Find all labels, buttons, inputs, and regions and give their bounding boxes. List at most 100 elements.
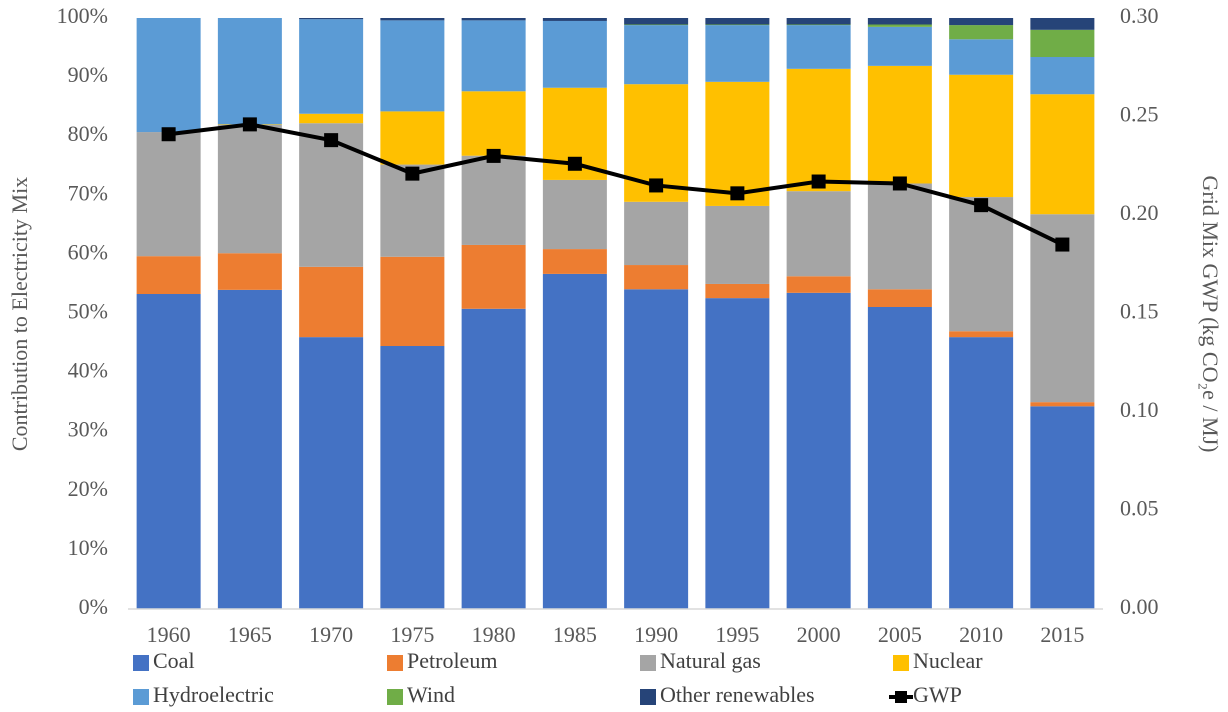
- bar-segment: [1030, 29, 1095, 58]
- bar-segment: [299, 18, 364, 20]
- bar-segment: [461, 155, 526, 245]
- gwp-marker: [974, 198, 989, 213]
- x-tick-label: 2000: [797, 622, 841, 647]
- bar-segment: [705, 18, 770, 25]
- legend-label: Natural gas: [660, 648, 761, 673]
- bar-segment: [624, 18, 689, 25]
- bar-segment: [299, 266, 364, 338]
- bar-segment: [380, 256, 445, 347]
- legend-label: Coal: [153, 648, 195, 673]
- bar-segment: [705, 25, 770, 82]
- bar-segment: [136, 18, 201, 133]
- bar-segment: [380, 346, 445, 609]
- bar-segment: [461, 91, 526, 156]
- bar-segment: [299, 337, 364, 609]
- gwp-marker: [486, 148, 501, 163]
- gwp-marker: [324, 133, 339, 148]
- y2-tick-label: 0.30: [1120, 3, 1159, 28]
- bar-segment: [217, 18, 282, 125]
- y2-tick-label: 0.05: [1120, 496, 1159, 521]
- y-tick-label: 100%: [57, 3, 108, 28]
- legend-swatch: [387, 655, 403, 671]
- bar-segment: [624, 289, 689, 609]
- bar-segment: [380, 111, 445, 165]
- bar-segment: [705, 298, 770, 609]
- legend-swatch: [640, 689, 656, 705]
- y2-tick-label: 0.00: [1120, 594, 1159, 619]
- legend-swatch: [133, 689, 149, 705]
- legend-label: Wind: [407, 682, 455, 707]
- y-tick-label: 40%: [68, 358, 108, 383]
- legend-swatch: [893, 655, 909, 671]
- bar-segment: [299, 113, 364, 124]
- bar-segment: [786, 18, 851, 25]
- y-tick-label: 60%: [68, 239, 108, 264]
- bar-segment: [217, 289, 282, 609]
- bar-segment: [786, 68, 851, 192]
- legend-label: Hydroelectric: [153, 682, 274, 707]
- legend-label: Other renewables: [660, 682, 815, 707]
- bar-segment: [867, 18, 932, 25]
- bar-segment: [786, 25, 851, 69]
- y-tick-label: 90%: [68, 62, 108, 87]
- bar-segment: [786, 24, 851, 26]
- bar-segment: [542, 249, 607, 274]
- bar-segment: [624, 201, 689, 266]
- bar-segment: [461, 20, 526, 92]
- bar-segment: [1030, 94, 1095, 215]
- bar-segment: [380, 18, 445, 21]
- legend-label: GWP: [913, 682, 962, 707]
- bar-segment: [705, 81, 770, 206]
- gwp-marker: [1055, 237, 1070, 252]
- x-tick-label: 2010: [959, 622, 1003, 647]
- legend-label: Petroleum: [407, 648, 497, 673]
- bar-segment: [1030, 18, 1095, 30]
- bar-segment: [867, 65, 932, 184]
- y-tick-label: 50%: [68, 299, 108, 324]
- gwp-marker: [649, 178, 664, 193]
- x-tick-label: 1960: [147, 622, 191, 647]
- gwp-marker: [567, 156, 582, 171]
- bar-segment: [1030, 57, 1095, 95]
- y2-tick-label: 0.20: [1120, 200, 1159, 225]
- bar-segment: [949, 74, 1014, 198]
- x-tick-label: 1990: [634, 622, 678, 647]
- bar-segment: [380, 20, 445, 112]
- legend-swatch: [387, 689, 403, 705]
- x-tick-label: 2005: [878, 622, 922, 647]
- bar-segment: [786, 191, 851, 277]
- y2-tick-label: 0.25: [1120, 102, 1159, 127]
- bar-segment: [461, 18, 526, 21]
- bar-segment: [299, 19, 364, 114]
- gwp-marker: [811, 174, 826, 189]
- bar-segment: [461, 308, 526, 609]
- bar-segment: [949, 25, 1014, 40]
- bar-segment: [542, 18, 607, 21]
- y-tick-label: 20%: [68, 476, 108, 501]
- y-axis-title: Contribution to Electricity Mix: [7, 177, 32, 451]
- y2-axis-title: Grid Mix GWP (kg CO₂e / MJ): [1198, 176, 1223, 453]
- bar-segment: [705, 24, 770, 26]
- y2-tick-label: 0.10: [1120, 397, 1159, 422]
- gwp-marker: [730, 186, 745, 201]
- x-tick-label: 1975: [390, 622, 434, 647]
- bar-segment: [786, 292, 851, 609]
- bar-segment: [949, 337, 1014, 609]
- bar-segment: [1030, 406, 1095, 609]
- bar-segment: [949, 18, 1014, 26]
- bar-segment: [136, 293, 201, 609]
- y-tick-label: 30%: [68, 417, 108, 442]
- bar-segment: [461, 244, 526, 309]
- bar-segment: [217, 124, 282, 254]
- x-tick-label: 1965: [228, 622, 272, 647]
- y-tick-label: 10%: [68, 535, 108, 560]
- bar-segment: [542, 20, 607, 88]
- bar-segment: [136, 256, 201, 294]
- gwp-marker: [405, 166, 420, 181]
- bar-segment: [867, 183, 932, 290]
- bar-segment: [786, 276, 851, 293]
- bar-segment: [136, 132, 201, 257]
- bar-segment: [949, 39, 1014, 75]
- y-tick-label: 70%: [68, 180, 108, 205]
- bar-segment: [217, 253, 282, 290]
